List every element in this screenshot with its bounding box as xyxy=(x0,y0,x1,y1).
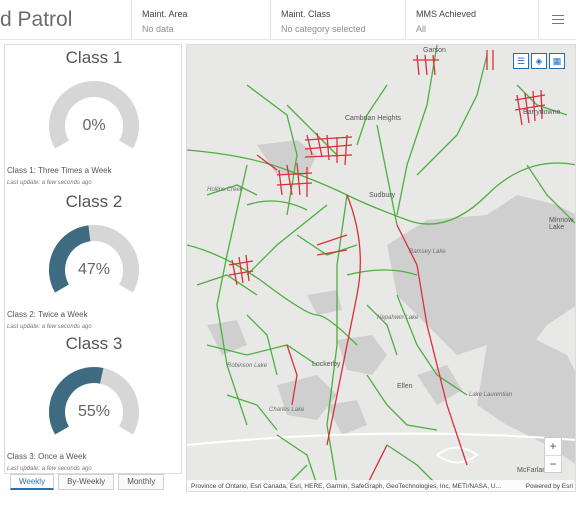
zoom-control: + − xyxy=(544,437,562,473)
map-attribution: Province of Ontario, Esri Canada, Esri, … xyxy=(187,480,575,491)
tab-by-weekly[interactable]: By-Weekly xyxy=(58,474,115,490)
tab-monthly[interactable]: Monthly xyxy=(118,474,165,490)
maint-area-value: No data xyxy=(142,24,174,34)
map-canvas[interactable] xyxy=(187,45,576,492)
gauge-caption: Class 3: Once a Week xyxy=(7,452,87,461)
place-label: Ellen xyxy=(397,383,413,390)
mms-achieved-value: All xyxy=(416,24,427,34)
place-label: Garson xyxy=(423,47,446,54)
place-label: Minnow Lake xyxy=(549,217,574,231)
place-label: Sudbury xyxy=(369,192,396,199)
place-label: Lockerby xyxy=(312,361,341,368)
place-label: Lake Laurentian xyxy=(469,392,513,398)
gauge-class-1: Class 1 0% Class 1: Three Times a Week L… xyxy=(5,45,183,188)
gauge-last-update: Last update: a few seconds ago xyxy=(7,324,92,330)
maint-class-value: No category selected xyxy=(281,24,366,34)
highway xyxy=(187,432,575,464)
basemap-icon[interactable]: ▦ xyxy=(549,53,565,69)
road-map[interactable]: Sudbury Ramsey Lake Lockerby Ellen Holli… xyxy=(186,44,576,492)
mms-achieved-label: MMS Achieved xyxy=(416,9,477,19)
gauge-title: Class 2 xyxy=(65,192,123,211)
header-bar: d Patrol Maint. Area No data Maint. Clas… xyxy=(0,0,576,40)
gauge-arc xyxy=(49,225,139,293)
map-toolbar: ☰ ◈ ▦ xyxy=(513,53,565,69)
gauge-panel: Class 1 0% Class 1: Three Times a Week L… xyxy=(4,44,182,474)
gauge-class-2: Class 2 47% Class 2: Twice a Week Last u… xyxy=(5,189,183,332)
zoom-out-button[interactable]: − xyxy=(545,455,561,472)
place-label: Cambrian Heights xyxy=(345,115,402,122)
tab-weekly[interactable]: Weekly xyxy=(10,474,55,490)
gauge-value: 47% xyxy=(77,261,111,278)
gauge-arc xyxy=(49,81,139,149)
period-tabs: Weekly By-Weekly Monthly xyxy=(10,474,165,490)
maint-class-selector[interactable]: Maint. Class No category selected xyxy=(270,0,405,39)
gauge-caption: Class 1: Three Times a Week xyxy=(7,166,112,175)
attribution-text: Province of Ontario, Esri Canada, Esri, … xyxy=(191,483,501,490)
lakes xyxy=(207,140,575,464)
powered-by-esri[interactable]: Powered by Esri xyxy=(525,483,573,490)
gauge-value: 55% xyxy=(77,403,111,420)
hamburger-menu-icon[interactable] xyxy=(538,0,576,39)
place-label: Hollins Creek xyxy=(207,187,243,193)
place-label: Robinson Lake xyxy=(227,363,268,369)
roads-red xyxy=(228,50,546,486)
maint-class-label: Maint. Class xyxy=(281,9,331,19)
place-label: Ramsey Lake xyxy=(409,249,446,255)
place-label: Nepahwin Lake xyxy=(377,315,419,321)
gauge-title: Class 1 xyxy=(65,48,123,67)
gauge-value: 0% xyxy=(82,117,106,134)
gauge-last-update: Last update: a few seconds ago xyxy=(7,466,92,472)
legend-icon[interactable]: ☰ xyxy=(513,53,529,69)
gauge-title: Class 3 xyxy=(65,334,123,353)
gauge-last-update: Last update: a few seconds ago xyxy=(7,180,92,186)
maint-area-selector[interactable]: Maint. Area No data xyxy=(131,0,270,39)
place-label: Barrydowne xyxy=(523,109,561,116)
mms-achieved-selector[interactable]: MMS Achieved All xyxy=(405,0,538,39)
app-title: d Patrol xyxy=(0,8,73,31)
zoom-in-button[interactable]: + xyxy=(549,439,557,453)
maint-area-label: Maint. Area xyxy=(142,9,188,19)
gauge-arc xyxy=(49,367,139,435)
gauge-caption: Class 2: Twice a Week xyxy=(7,310,88,319)
layers-icon[interactable]: ◈ xyxy=(531,53,547,69)
place-label: Charles Lake xyxy=(269,407,305,413)
gauge-class-3: Class 3 55% Class 3: Once a Week Last up… xyxy=(5,331,183,474)
place-label: McFarlane xyxy=(517,467,551,474)
